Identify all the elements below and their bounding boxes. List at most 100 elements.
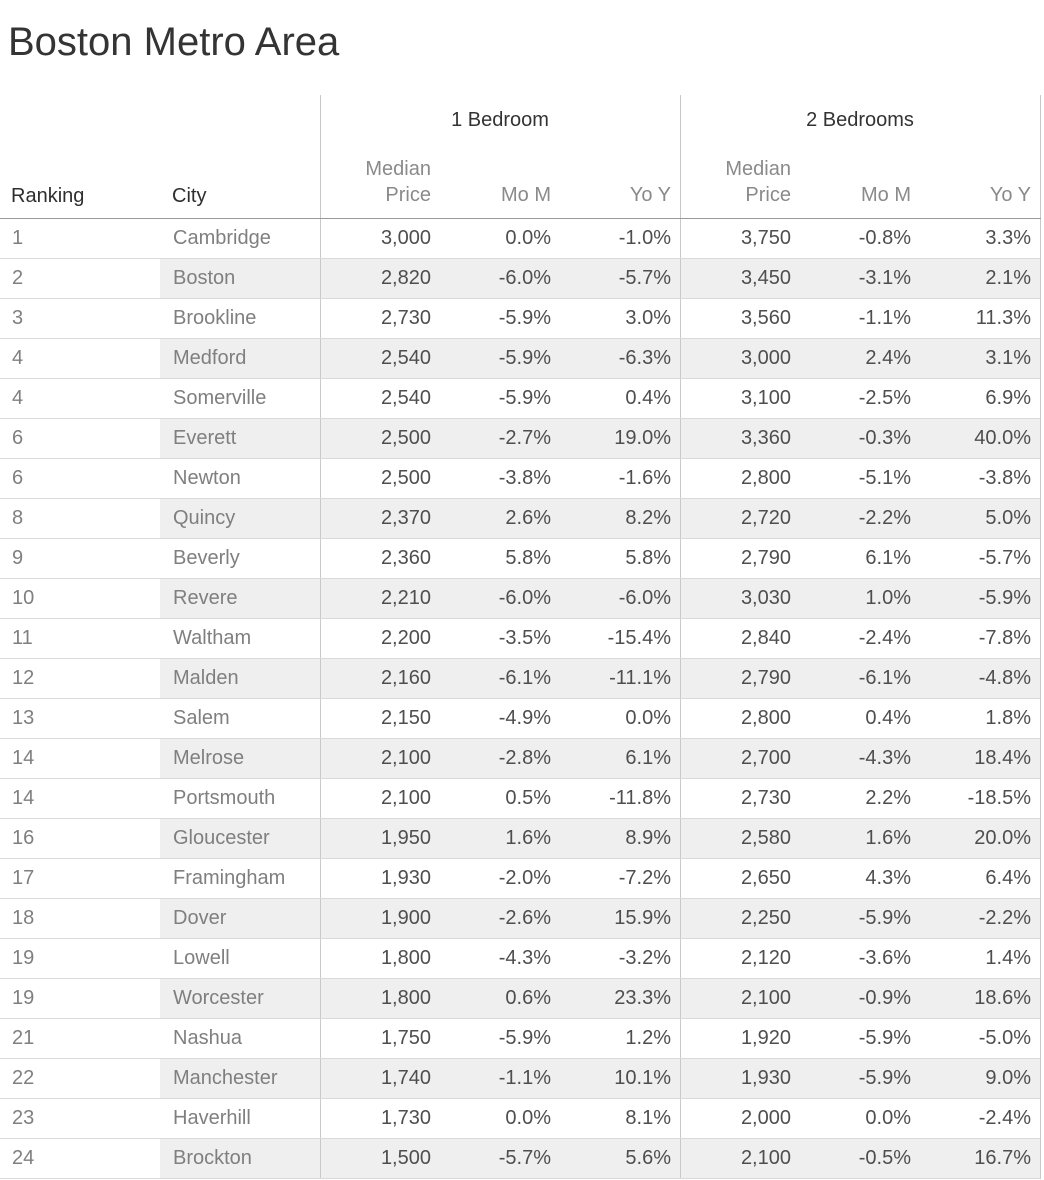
cell-1br-yoy[interactable]: -5.7%	[560, 259, 680, 298]
cell-1br-median-price[interactable]: 2,210	[320, 579, 440, 618]
cell-ranking[interactable]: 19	[0, 979, 160, 1018]
cell-ranking[interactable]: 16	[0, 819, 160, 858]
cell-2br-mom[interactable]: -2.2%	[800, 499, 920, 538]
cell-2br-median-price[interactable]: 2,840	[680, 619, 800, 658]
cell-city[interactable]: Framingham	[173, 867, 286, 889]
cell-2br-yoy[interactable]: 9.0%	[920, 1059, 1040, 1098]
cell-2br-yoy[interactable]: 5.0%	[920, 499, 1040, 538]
cell-ranking[interactable]: 6	[0, 419, 160, 458]
cell-1br-median-price[interactable]: 1,800	[320, 979, 440, 1018]
cell-2br-median-price[interactable]: 2,000	[680, 1099, 800, 1138]
cell-2br-mom[interactable]: 2.2%	[865, 787, 911, 809]
cell-1br-median-price[interactable]: 1,740	[320, 1059, 440, 1098]
cell-city[interactable]: Cambridge	[173, 227, 271, 249]
cell-1br-yoy[interactable]: -11.1%	[560, 659, 680, 698]
cell-1br-mom[interactable]: -6.1%	[440, 659, 560, 698]
cell-2br-yoy[interactable]: 1.4%	[985, 947, 1031, 969]
cell-city[interactable]: Brockton	[160, 1139, 320, 1178]
cell-2br-median-price[interactable]: 2,790	[680, 539, 800, 578]
cell-ranking[interactable]: 9	[0, 539, 160, 578]
cell-1br-mom[interactable]: -5.7%	[440, 1139, 560, 1178]
cell-2br-yoy[interactable]: 18.6%	[920, 979, 1040, 1018]
cell-2br-median-price[interactable]: 3,450	[680, 259, 800, 298]
cell-1br-yoy[interactable]: -15.4%	[607, 627, 671, 649]
cell-1br-median-price[interactable]: 3,000	[320, 219, 440, 258]
cell-2br-median-price[interactable]: 1,930	[680, 1059, 800, 1098]
cell-2br-median-price[interactable]: 2,720	[680, 499, 800, 538]
cell-2br-mom[interactable]: -2.5%	[858, 387, 911, 409]
cell-ranking[interactable]: 24	[0, 1139, 160, 1178]
cell-city[interactable]: Boston	[160, 259, 320, 298]
cell-1br-median-price[interactable]: 2,160	[320, 659, 440, 698]
group-header-2-bedrooms[interactable]: 2 Bedrooms	[806, 109, 914, 131]
cell-2br-mom[interactable]: -0.8%	[858, 227, 911, 249]
cell-1br-mom[interactable]: -3.8%	[498, 467, 551, 489]
cell-1br-median-price[interactable]: 2,150	[320, 699, 440, 738]
cell-1br-median-price[interactable]: 1,900	[320, 899, 440, 938]
cell-1br-median-price[interactable]: 2,100	[320, 779, 440, 818]
cell-1br-yoy[interactable]: -1.0%	[618, 227, 671, 249]
cell-1br-yoy[interactable]: 10.1%	[560, 1059, 680, 1098]
cell-1br-yoy[interactable]: -7.2%	[618, 867, 671, 889]
cell-2br-yoy[interactable]: -7.8%	[978, 627, 1031, 649]
cell-2br-yoy[interactable]: -3.8%	[978, 467, 1031, 489]
cell-1br-mom[interactable]: -5.9%	[498, 307, 551, 329]
cell-2br-yoy[interactable]: -5.9%	[920, 579, 1040, 618]
cell-1br-yoy[interactable]: 0.0%	[625, 707, 671, 729]
cell-2br-mom[interactable]: -1.1%	[858, 307, 911, 329]
cell-city[interactable]: Salem	[173, 707, 230, 729]
cell-2br-yoy[interactable]: 6.4%	[985, 867, 1031, 889]
cell-1br-mom[interactable]: 0.6%	[440, 979, 560, 1018]
cell-2br-mom[interactable]: -5.9%	[800, 1059, 920, 1098]
cell-city[interactable]: Nashua	[173, 1027, 242, 1049]
cell-1br-mom[interactable]: 0.0%	[505, 1107, 551, 1129]
cell-2br-mom[interactable]: 1.6%	[800, 819, 920, 858]
cell-2br-mom[interactable]: -2.4%	[858, 627, 911, 649]
cell-2br-yoy[interactable]: 3.3%	[985, 227, 1031, 249]
col-header-2br-yoy[interactable]: Yo Y	[989, 184, 1031, 206]
cell-1br-median-price[interactable]: 2,500	[320, 459, 440, 498]
cell-2br-mom[interactable]: -3.1%	[800, 259, 920, 298]
cell-2br-median-price[interactable]: 3,750	[680, 219, 800, 258]
cell-ranking[interactable]: 4	[0, 379, 160, 418]
cell-2br-mom[interactable]: -0.5%	[800, 1139, 920, 1178]
cell-1br-yoy[interactable]: 1.2%	[625, 1027, 671, 1049]
cell-ranking[interactable]: 6	[0, 459, 160, 498]
cell-2br-mom[interactable]: 0.0%	[865, 1107, 911, 1129]
cell-1br-mom[interactable]: 0.0%	[505, 227, 551, 249]
cell-2br-mom[interactable]: -0.9%	[800, 979, 920, 1018]
cell-1br-yoy[interactable]: -6.0%	[560, 579, 680, 618]
cell-1br-mom[interactable]: 2.6%	[440, 499, 560, 538]
cell-ranking[interactable]: 21	[0, 1019, 160, 1058]
cell-1br-yoy[interactable]: -6.3%	[560, 339, 680, 378]
cell-city[interactable]: Portsmouth	[173, 787, 276, 809]
cell-2br-yoy[interactable]: 20.0%	[920, 819, 1040, 858]
cell-city[interactable]: Newton	[173, 467, 241, 489]
cell-city[interactable]: Everett	[160, 419, 320, 458]
cell-2br-yoy[interactable]: 16.7%	[920, 1139, 1040, 1178]
cell-1br-median-price[interactable]: 2,370	[320, 499, 440, 538]
cell-2br-mom[interactable]: -0.3%	[800, 419, 920, 458]
cell-2br-yoy[interactable]: 1.8%	[985, 707, 1031, 729]
group-header-1-bedroom[interactable]: 1 Bedroom	[451, 109, 549, 131]
cell-ranking[interactable]: 23	[0, 1099, 160, 1138]
cell-ranking[interactable]: 3	[0, 299, 160, 338]
cell-2br-yoy[interactable]: -2.2%	[920, 899, 1040, 938]
cell-city[interactable]: Medford	[160, 339, 320, 378]
cell-2br-median-price[interactable]: 3,030	[680, 579, 800, 618]
cell-1br-yoy[interactable]: 8.2%	[560, 499, 680, 538]
cell-1br-median-price[interactable]: 1,800	[320, 939, 440, 978]
cell-1br-yoy[interactable]: -11.8%	[609, 787, 671, 809]
cell-1br-mom[interactable]: -5.9%	[440, 339, 560, 378]
cell-ranking[interactable]: 8	[0, 499, 160, 538]
cell-1br-yoy[interactable]: 3.0%	[625, 307, 671, 329]
cell-1br-mom[interactable]: -5.9%	[498, 1027, 551, 1049]
cell-ranking[interactable]: 2	[0, 259, 160, 298]
cell-2br-median-price[interactable]: 2,800	[680, 459, 800, 498]
cell-1br-median-price[interactable]: 1,950	[320, 819, 440, 858]
cell-city[interactable]: Dover	[160, 899, 320, 938]
cell-2br-median-price[interactable]: 2,250	[680, 899, 800, 938]
cell-2br-median-price[interactable]: 2,120	[680, 939, 800, 978]
cell-2br-median-price[interactable]: 3,000	[680, 339, 800, 378]
cell-2br-mom[interactable]: 2.4%	[800, 339, 920, 378]
